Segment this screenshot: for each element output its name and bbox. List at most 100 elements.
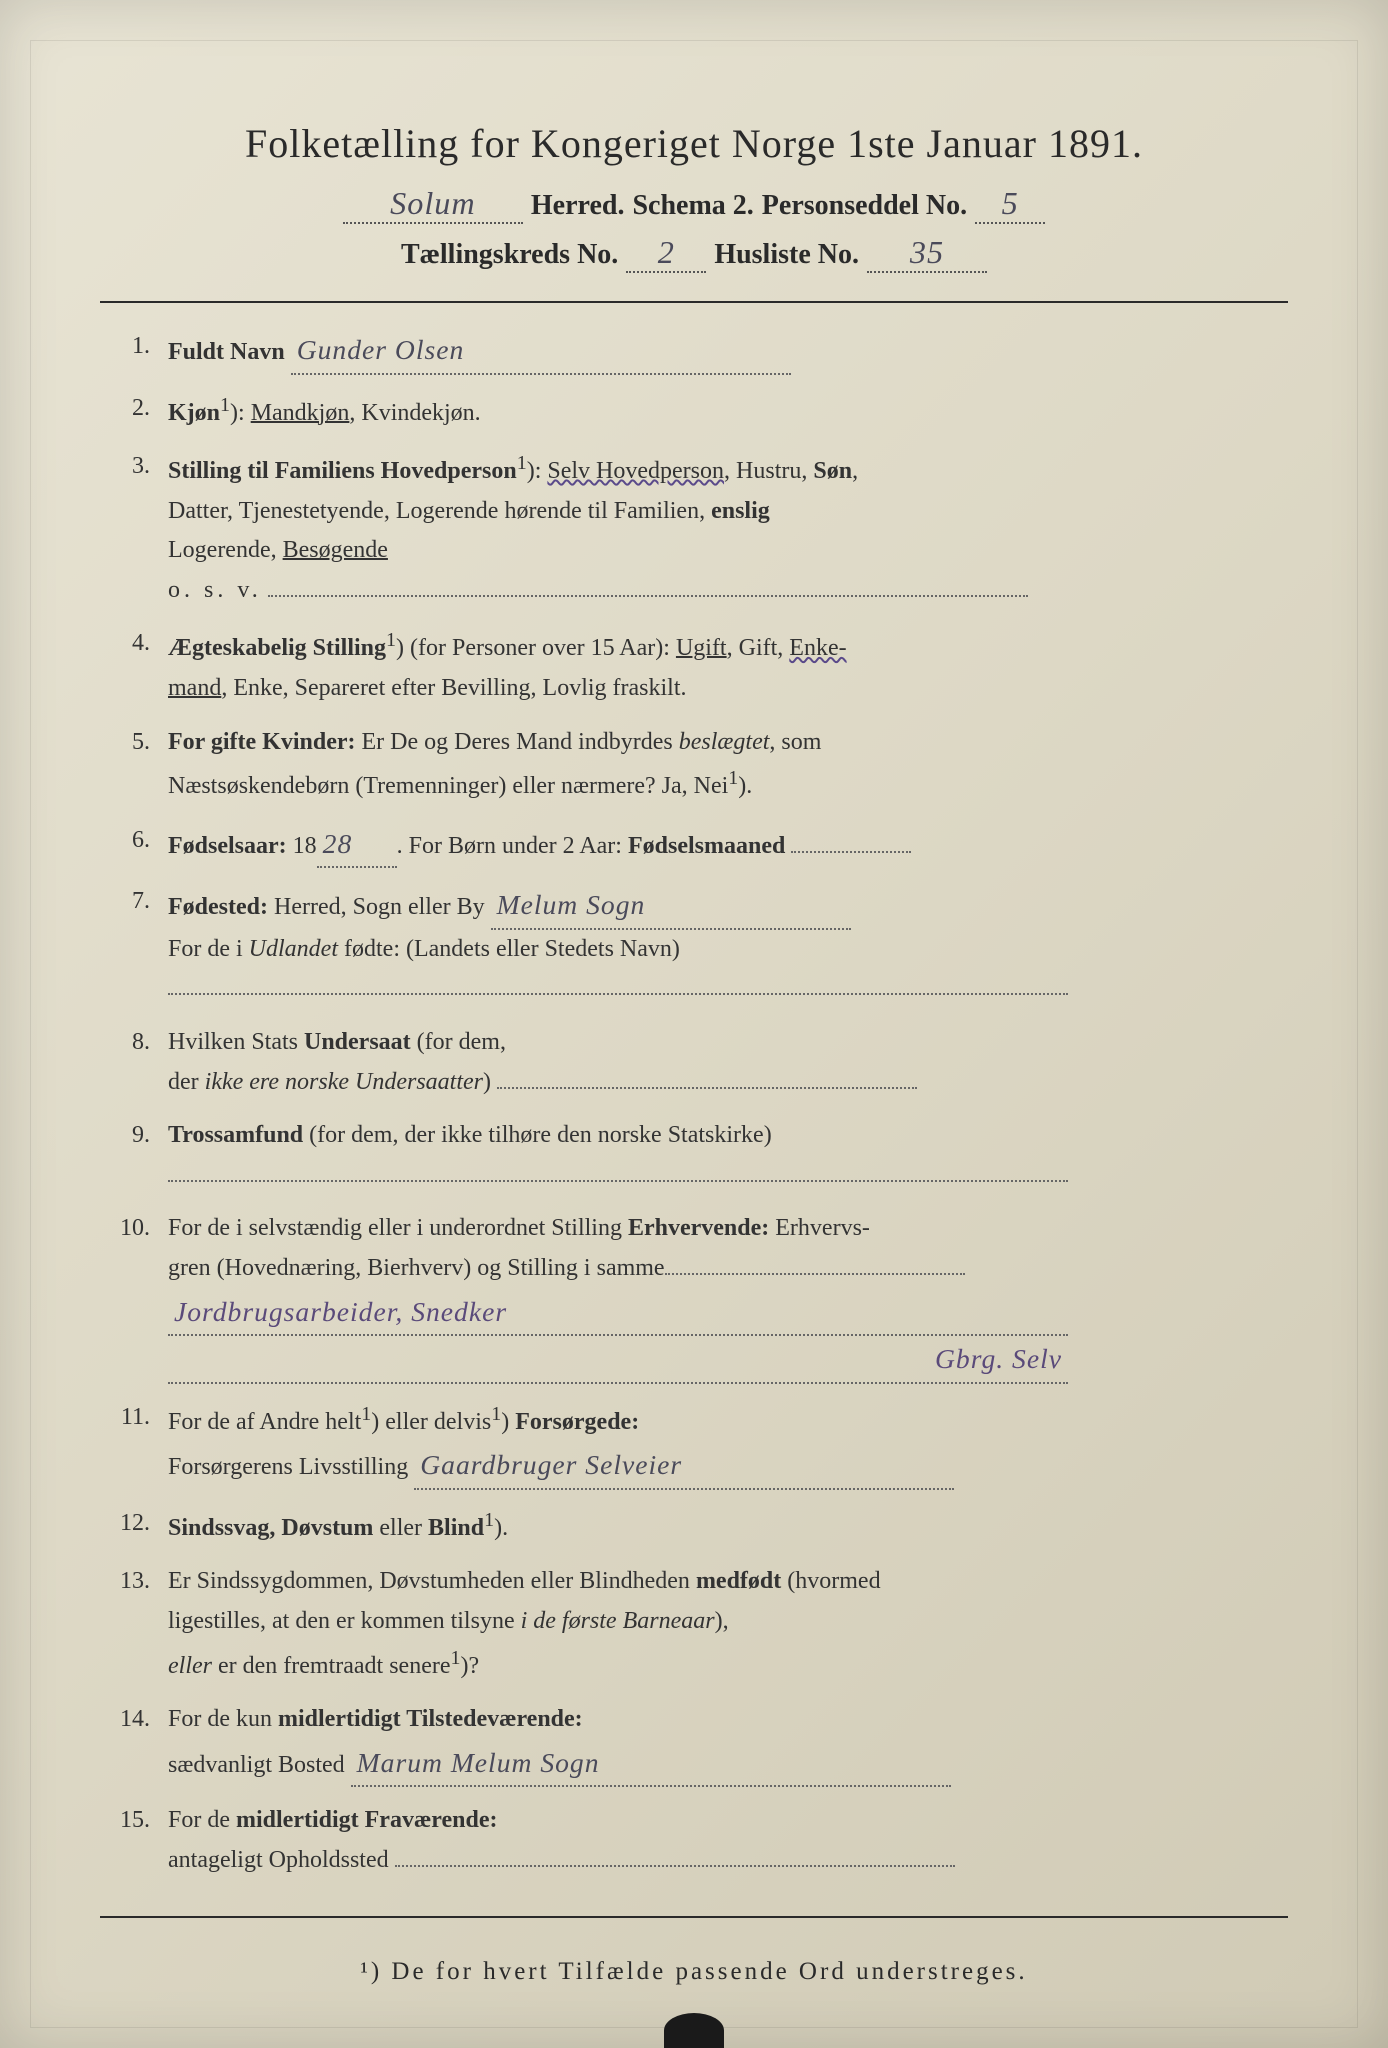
item-body: Fødselsaar: 1828. For Børn under 2 Aar: … bbox=[168, 821, 1288, 869]
opt-selected: Mandkjøn bbox=[251, 400, 350, 426]
t: ). bbox=[738, 773, 752, 799]
item-body: Fødested: Herred, Sogn eller By Melum So… bbox=[168, 882, 1288, 1009]
provider-value: Gaardbruger Selveier bbox=[414, 1442, 954, 1490]
sup: 1 bbox=[491, 1403, 501, 1425]
item-num: 6. bbox=[110, 821, 168, 869]
item-2: 2. Kjøn1): Mandkjøn, Kvindekjøn. bbox=[110, 389, 1288, 434]
t: Blind bbox=[428, 1515, 484, 1541]
t: ) (for Personer over 15 Aar): bbox=[396, 635, 676, 661]
label: Ægteskabelig Stilling bbox=[168, 635, 386, 661]
t: (for dem, der ikke tilhøre den norske St… bbox=[303, 1122, 772, 1148]
footer-divider bbox=[100, 1916, 1288, 1918]
item-4: 4. Ægteskabelig Stilling1) (for Personer… bbox=[110, 624, 1288, 708]
herred-value: Solum bbox=[343, 185, 523, 224]
sup: 1 bbox=[361, 1403, 371, 1425]
item-1: 1. Fuldt Navn Gunder Olsen bbox=[110, 327, 1288, 375]
form-title: Folketælling for Kongeriget Norge 1ste J… bbox=[100, 120, 1288, 167]
t: midlertidigt Fraværende: bbox=[236, 1807, 498, 1833]
item-num: 5. bbox=[110, 723, 168, 807]
item-body: Trossamfund (for dem, der ikke tilhøre d… bbox=[168, 1116, 1288, 1195]
item-15: 15. For de midlertidigt Fraværende: anta… bbox=[110, 1801, 1288, 1880]
schema-label: Schema 2. bbox=[632, 190, 753, 222]
herred-label: Herred. bbox=[531, 190, 625, 222]
t: ligestilles, at den er kommen tilsyne bbox=[168, 1608, 521, 1634]
t: , Enke, Separeret efter Bevilling, Lovli… bbox=[221, 675, 686, 701]
sup: 1 bbox=[451, 1647, 461, 1669]
item-3: 3. Stilling til Familiens Hovedperson1):… bbox=[110, 447, 1288, 610]
t: For de i selvstændig eller i underordnet… bbox=[168, 1215, 628, 1241]
t: ), bbox=[715, 1608, 729, 1634]
sup: 1 bbox=[220, 394, 230, 416]
label: Fuldt Navn bbox=[168, 339, 285, 365]
label: Trossamfund bbox=[168, 1122, 303, 1148]
t: Hvilken Stats bbox=[168, 1029, 304, 1055]
t: medfødt bbox=[696, 1568, 781, 1594]
abroad-value bbox=[168, 993, 1068, 995]
rest: ): bbox=[527, 458, 548, 484]
t: For de kun bbox=[168, 1706, 278, 1732]
t: mand bbox=[168, 675, 221, 701]
form-header: Folketælling for Kongeriget Norge 1ste J… bbox=[100, 120, 1288, 273]
t: Erhvervende: bbox=[628, 1215, 769, 1241]
item-num: 14. bbox=[110, 1700, 168, 1787]
t: Er De og Deres Mand indbyrdes bbox=[356, 729, 679, 755]
absent-value bbox=[395, 1865, 955, 1867]
item-9: 9. Trossamfund (for dem, der ikke tilhør… bbox=[110, 1116, 1288, 1195]
t: (for dem, bbox=[411, 1029, 506, 1055]
item-14: 14. For de kun midlertidigt Tilstedevære… bbox=[110, 1700, 1288, 1787]
item-body: For gifte Kvinder: Er De og Deres Mand i… bbox=[168, 723, 1288, 807]
t: fødte: (Landets eller Stedets Navn) bbox=[338, 936, 680, 962]
personseddel-label: Personseddel No. bbox=[762, 190, 967, 222]
item-10: 10. For de i selvstændig eller i underor… bbox=[110, 1209, 1288, 1383]
label2: Fødselsmaaned bbox=[628, 833, 785, 859]
item-num: 2. bbox=[110, 389, 168, 434]
t: (hvormed bbox=[781, 1568, 880, 1594]
t: )? bbox=[461, 1653, 480, 1679]
item-num: 1. bbox=[110, 327, 168, 375]
t: , bbox=[852, 458, 858, 484]
personseddel-value: 5 bbox=[975, 185, 1045, 224]
subject-value bbox=[497, 1087, 917, 1089]
t: Besøgende bbox=[283, 537, 388, 563]
item-body: Sindssvag, Døvstum eller Blind1). bbox=[168, 1504, 1288, 1549]
t: antageligt Opholdssted bbox=[168, 1847, 389, 1873]
item-num: 9. bbox=[110, 1116, 168, 1195]
husliste-label: Husliste No. bbox=[714, 239, 859, 271]
sup: 1 bbox=[517, 452, 527, 474]
t: ) bbox=[483, 1069, 491, 1095]
item-num: 11. bbox=[110, 1398, 168, 1490]
label: Fødested: bbox=[168, 894, 268, 920]
label: Fødselsaar: bbox=[168, 833, 287, 859]
t: , Hustru, bbox=[724, 458, 813, 484]
item-body: Ægteskabelig Stilling1) (for Personer ov… bbox=[168, 624, 1288, 708]
birthplace-value: Melum Sogn bbox=[491, 882, 851, 930]
sup: 1 bbox=[484, 1509, 494, 1531]
t: , som bbox=[769, 729, 821, 755]
page-damage bbox=[664, 2013, 724, 2048]
label: Stilling til Familiens Hovedperson bbox=[168, 458, 517, 484]
item-body: Er Sindssygdommen, Døvstumheden eller Bl… bbox=[168, 1562, 1288, 1686]
t: gren (Hovednæring, Bierhverv) og Stillin… bbox=[168, 1255, 665, 1281]
t: Erhvervs- bbox=[769, 1215, 870, 1241]
item-body: Stilling til Familiens Hovedperson1): Se… bbox=[168, 447, 1288, 610]
item-11: 11. For de af Andre helt1) eller delvis1… bbox=[110, 1398, 1288, 1490]
t: enslig bbox=[711, 498, 770, 524]
religion-value bbox=[168, 1180, 1068, 1182]
t: Udlandet bbox=[249, 936, 338, 962]
t: midlertidigt Tilstedeværende: bbox=[278, 1706, 583, 1732]
form-items: 1. Fuldt Navn Gunder Olsen 2. Kjøn1): Ma… bbox=[100, 327, 1288, 1880]
t: 18 bbox=[287, 833, 317, 859]
item-13: 13. Er Sindssygdommen, Døvstumheden elle… bbox=[110, 1562, 1288, 1686]
year-value: 28 bbox=[317, 821, 397, 869]
t: ) bbox=[501, 1409, 515, 1435]
item-body: Kjøn1): Mandkjøn, Kvindekjøn. bbox=[168, 389, 1288, 434]
footnote: ¹) De for hvert Tilfælde passende Ord un… bbox=[100, 1958, 1288, 1986]
t: i de første Barneaar bbox=[521, 1608, 715, 1634]
residence-value: Marum Melum Sogn bbox=[351, 1740, 951, 1788]
blank bbox=[268, 595, 1028, 597]
rest: ): bbox=[230, 400, 251, 426]
t: Logerende, bbox=[168, 537, 283, 563]
opt: Ugift bbox=[676, 635, 727, 661]
item-body: For de midlertidigt Fraværende: antageli… bbox=[168, 1801, 1288, 1880]
item-12: 12. Sindssvag, Døvstum eller Blind1). bbox=[110, 1504, 1288, 1549]
